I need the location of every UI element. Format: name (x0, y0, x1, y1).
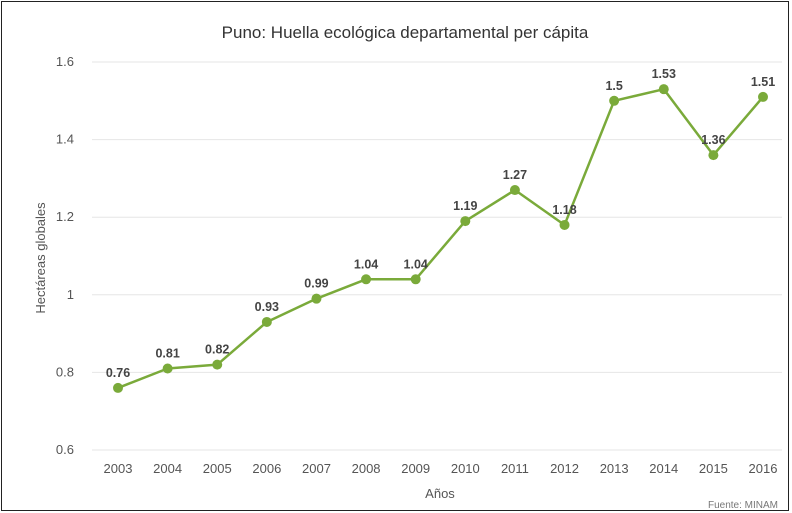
data-label: 1.04 (404, 257, 428, 271)
data-label: 1.36 (701, 133, 725, 147)
data-label: 1.27 (503, 168, 527, 182)
data-labels: 0.76 0.81 0.82 0.93 0.99 1.04 1.04 1.19 1.27 1.18… (106, 67, 775, 380)
data-point (460, 216, 471, 227)
gridlines (92, 61, 782, 451)
data-point (113, 382, 123, 393)
data-label: 1.51 (751, 75, 775, 89)
data-points (113, 84, 768, 393)
y-tick-label: 1 (67, 287, 74, 302)
data-label: 1.5 (605, 79, 622, 93)
data-label: 1.19 (453, 199, 477, 213)
y-tick-label: 1.2 (56, 209, 74, 224)
data-point (410, 274, 421, 285)
data-point (361, 274, 372, 285)
data-point (758, 91, 768, 102)
x-tick-label: 2003 (104, 461, 133, 476)
x-tick-label: 2013 (600, 461, 629, 476)
data-label: 0.99 (304, 277, 328, 291)
x-tick-label: 2010 (451, 461, 480, 476)
data-point (559, 219, 570, 230)
x-tick-label: 2009 (401, 461, 430, 476)
data-point (261, 316, 272, 327)
x-tick-label: 2005 (203, 461, 232, 476)
y-axis-ticks: 0.6 0.8 1 1.2 1.4 1.6 (56, 54, 74, 457)
x-tick-label: 2007 (302, 461, 331, 476)
data-point (162, 363, 173, 374)
data-label: 1.04 (354, 257, 378, 271)
x-axis-ticks: 2003 2004 2005 2006 2007 2008 2009 2010 2011 2012… (104, 461, 778, 476)
y-tick-label: 1.6 (56, 54, 74, 69)
y-tick-label: 0.8 (56, 364, 74, 379)
source-note: Fuente: MINAM (708, 500, 778, 511)
data-point (609, 95, 620, 106)
data-label: 1.18 (552, 203, 576, 217)
data-label: 0.76 (106, 366, 130, 380)
chart-title: Puno: Huella ecológica departamental per… (222, 23, 589, 42)
data-label: 0.93 (255, 300, 279, 314)
y-tick-label: 0.6 (56, 442, 74, 457)
y-tick-label: 1.4 (56, 132, 74, 147)
x-tick-label: 2015 (699, 461, 728, 476)
data-point (311, 293, 322, 304)
x-tick-label: 2004 (153, 461, 182, 476)
x-tick-label: 2006 (252, 461, 281, 476)
data-label: 0.81 (155, 347, 179, 361)
data-label: 0.82 (205, 343, 229, 357)
x-tick-label: 2008 (352, 461, 381, 476)
x-tick-label: 2012 (550, 461, 579, 476)
data-point (212, 359, 223, 370)
data-point (708, 150, 719, 161)
data-point (658, 84, 669, 95)
data-label: 1.53 (652, 67, 676, 81)
data-point (509, 185, 520, 196)
x-axis-label: Años (425, 486, 455, 501)
x-tick-label: 2014 (649, 461, 678, 476)
x-tick-label: 2011 (501, 461, 529, 476)
x-tick-label: 2016 (749, 461, 778, 476)
series-line (117, 87, 764, 390)
y-axis-label: Hectáreas globales (33, 202, 48, 314)
